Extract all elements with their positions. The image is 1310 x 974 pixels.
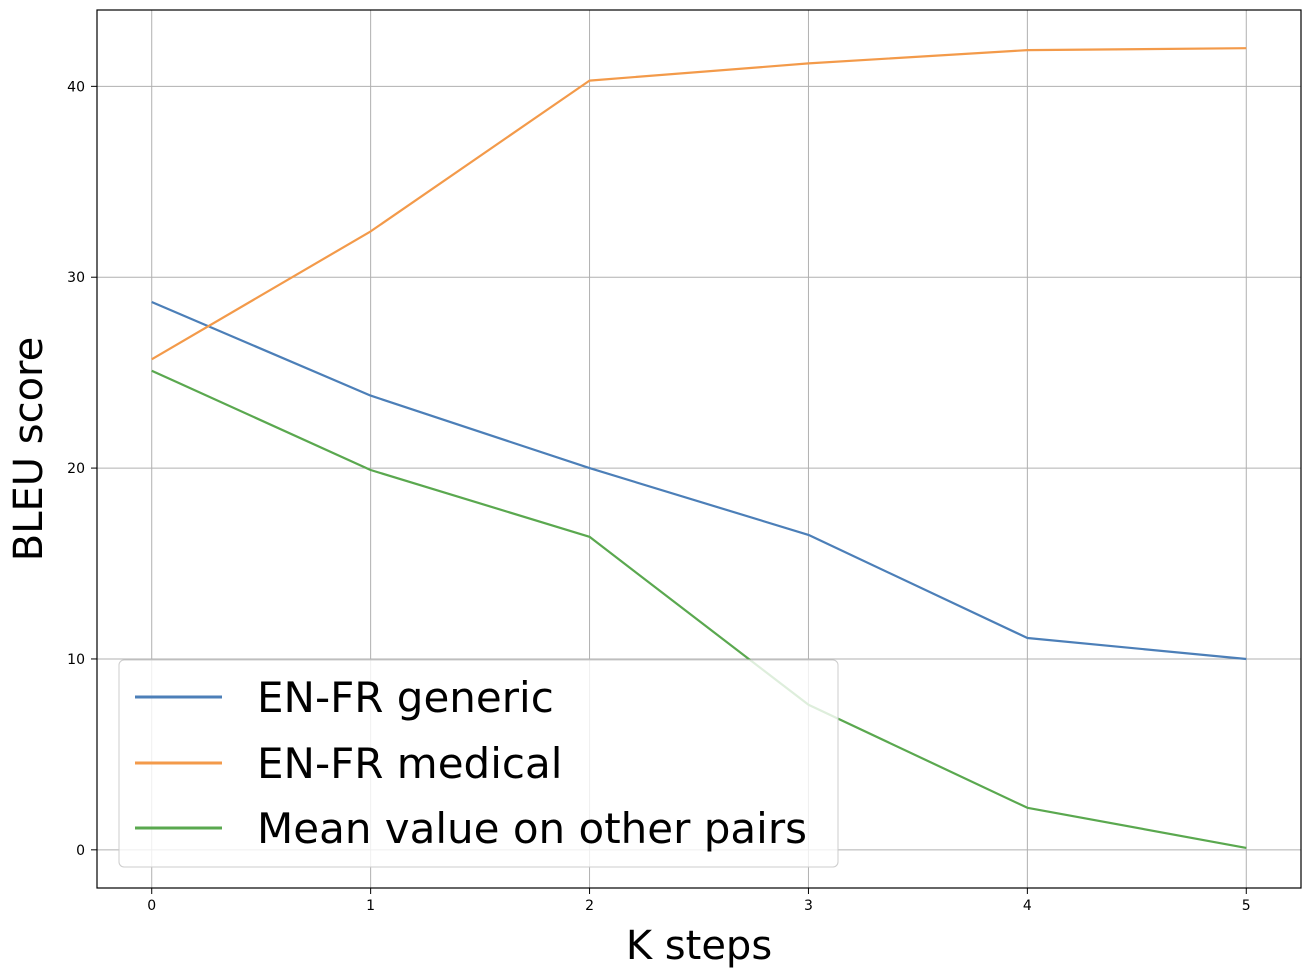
y-tick-label: 30 (67, 270, 85, 286)
x-tick-label: 4 (1023, 898, 1032, 914)
plot-frame (96, 9, 1302, 889)
legend-label-0: EN-FR generic (257, 673, 554, 722)
y-tick-label: 10 (67, 652, 85, 668)
x-tick-label: 5 (1242, 898, 1251, 914)
x-tick-label: 1 (366, 898, 375, 914)
y-axis-label: BLEU score (6, 337, 52, 561)
legend-box (118, 659, 839, 868)
series-line-1 (151, 47, 1247, 361)
y-tick-label: 0 (76, 843, 85, 859)
y-tick-label: 20 (67, 461, 85, 477)
legend-label-1: EN-FR medical (257, 739, 562, 788)
x-tick-label: 2 (585, 898, 594, 914)
legend-label-2: Mean value on other pairs (257, 804, 807, 853)
x-tick-label: 0 (147, 898, 156, 914)
x-tick-label: 3 (804, 898, 813, 914)
x-axis-label: K steps (626, 923, 772, 969)
series-line-0 (151, 300, 1247, 661)
series-line-2 (151, 369, 1247, 849)
axis-ticks: 0 1 2 3 4 5 0 10 20 30 40 (67, 79, 1251, 914)
y-tick-label: 40 (67, 79, 85, 95)
series-lines (151, 47, 1247, 849)
legend: EN-FR generic EN-FR medical Mean value on … (118, 659, 839, 868)
